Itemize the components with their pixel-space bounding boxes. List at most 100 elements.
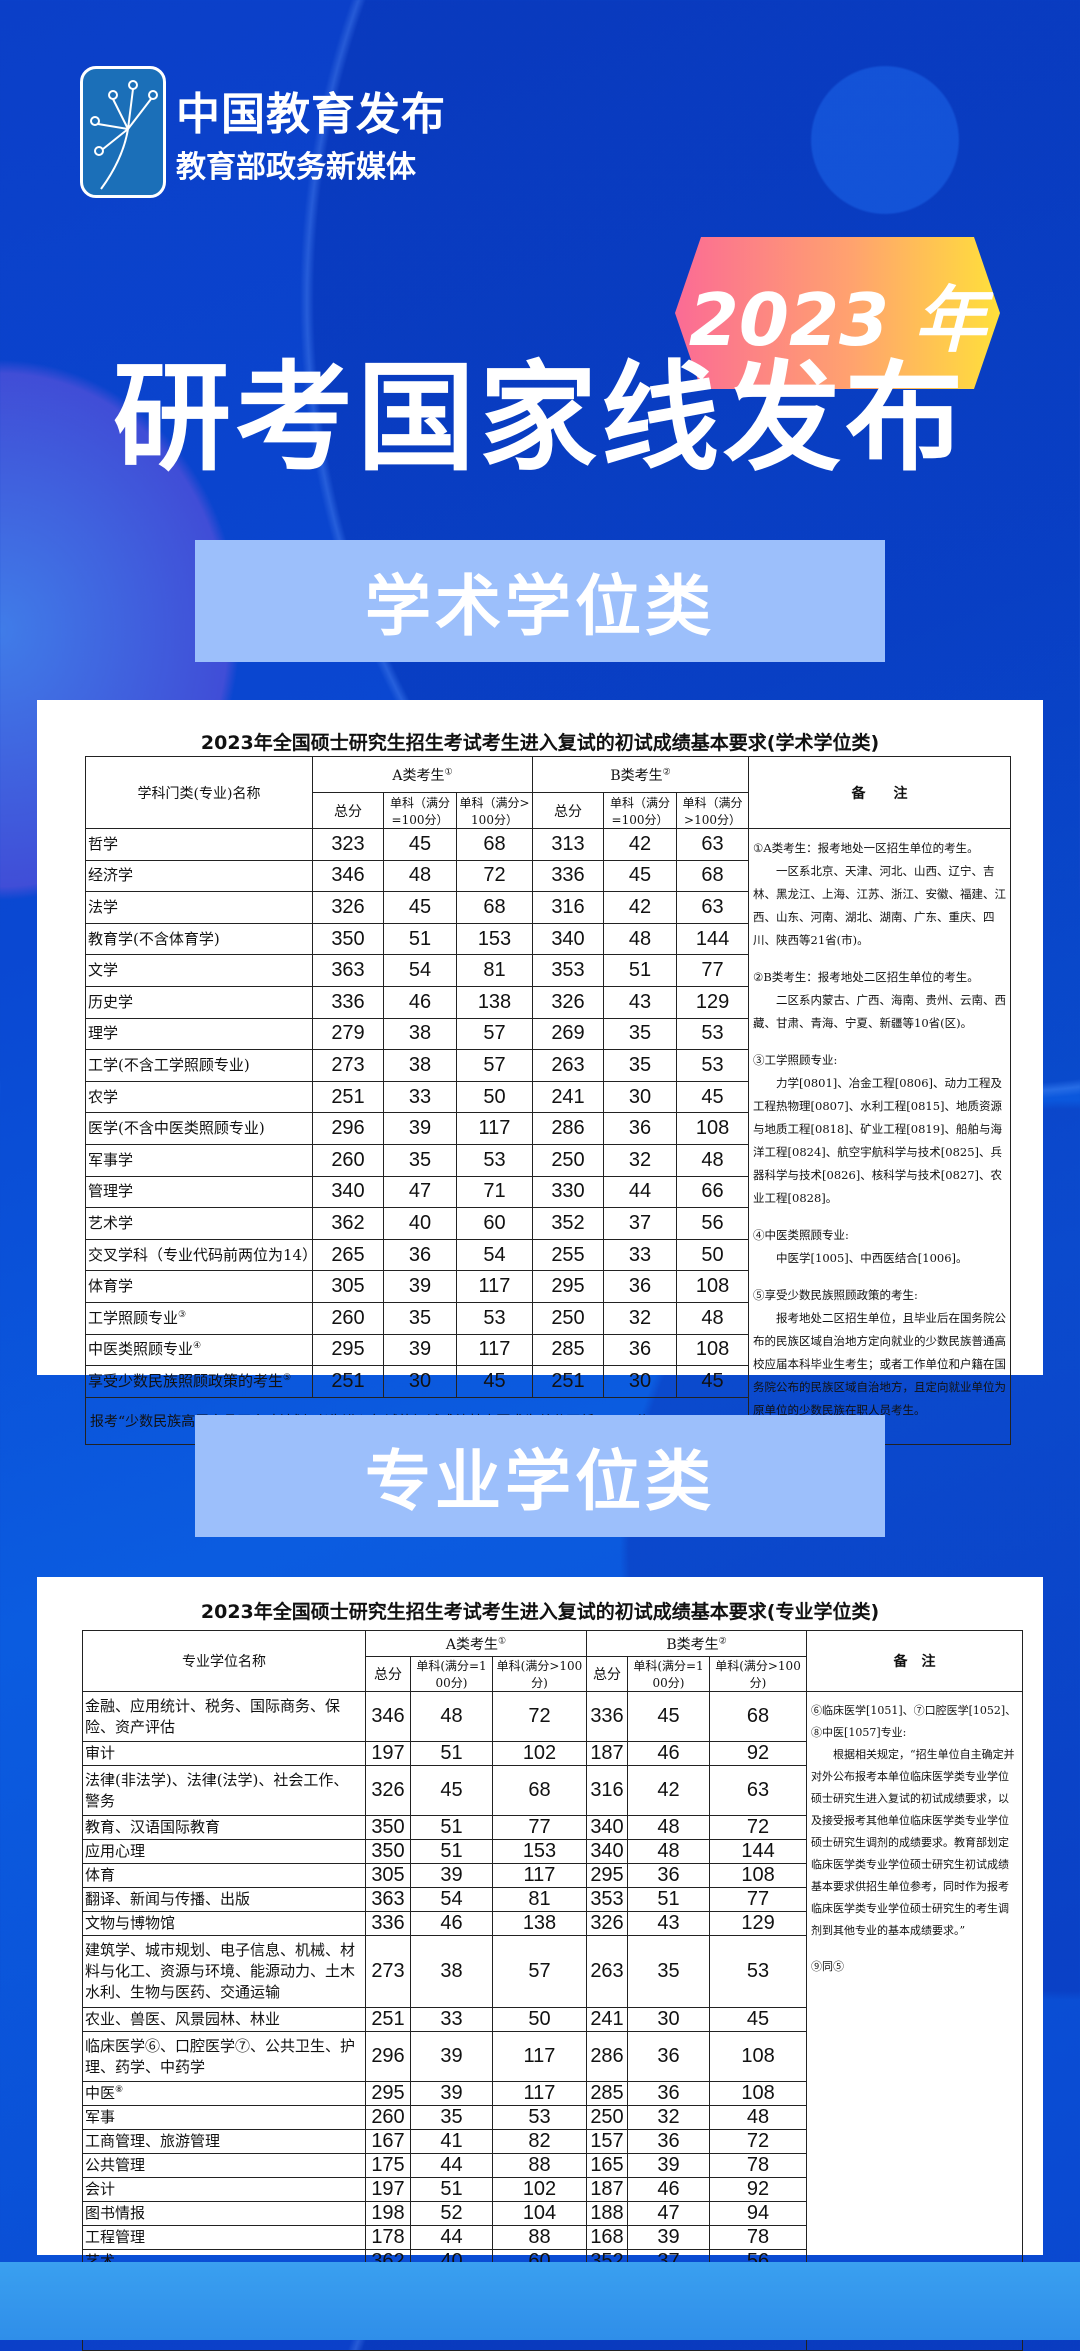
score-cell: 273 [312,1049,384,1082]
score-cell: 66 [675,1175,750,1209]
score-cell: 241 [586,2007,628,2032]
score-cell: 44 [410,2153,493,2178]
score-cell: 263 [586,1935,628,2008]
score-cell: 36 [603,1270,677,1303]
score-cell: 72 [708,2129,808,2154]
score-table: 专业学位名称 A类考生① B类考生② 备 注 总分 单科(满分=100分) 单科(满… [81,1630,1024,2351]
row-name: 法律(非法学)、法律(法学)、社会工作、警务 [85,1770,349,1810]
score-cell: 46 [383,985,457,1019]
table-row: 应用心理 350 51 153 340 48 144 [82,1839,1023,1864]
score-cell: 117 [456,1333,533,1367]
score-cell: 295 [312,1333,384,1367]
header-total: 总分 [532,792,604,829]
score-cell: 63 [708,1765,808,1816]
row-name: 金融、应用统计、税务、国际商务、保险、资产评估 [85,1696,341,1736]
row-name: 临床医学⑥、口腔医学⑦、公共卫生、护理、药学、中药学 [85,2036,356,2076]
score-cell: 260 [365,2105,411,2130]
remark-note: ⑨同⑤ [811,1960,845,1973]
score-cell: 157 [586,2129,628,2154]
score-cell: 187 [586,1741,628,1766]
row-name: 法学 [88,897,119,916]
row-name: 军事 [85,2108,116,2126]
score-cell: 63 [675,828,750,861]
row-name: 公共管理 [85,2156,146,2174]
score-cell: 53 [708,1935,808,2008]
score-cell: 285 [532,1333,604,1367]
score-cell: 39 [383,1270,457,1303]
table-row: 军事学 260 35 53 250 32 48 [85,1143,1011,1177]
score-cell: 340 [312,1175,384,1209]
score-cell: 250 [586,2105,628,2130]
score-cell: 45 [627,1691,710,1742]
score-cell: 30 [627,2007,710,2032]
score-cell: 350 [365,1839,411,1864]
score-cell: 352 [532,1207,604,1240]
score-cell: 36 [627,2031,710,2082]
score-cell: 326 [586,1911,628,1936]
score-cell: 57 [456,1049,533,1082]
table-row: 审计 197 51 102 187 46 92 [82,1741,1023,1766]
row-name: 享受少数民族照顾政策的考生 [88,1371,284,1390]
score-cell: 48 [410,1691,493,1742]
score-cell: 45 [708,2007,808,2032]
score-cell: 250 [532,1143,604,1177]
score-cell: 340 [586,1815,628,1840]
score-cell: 178 [365,2225,411,2250]
score-cell: 78 [708,2225,808,2250]
score-cell: 45 [383,891,457,924]
brand-name: 中国教育发布 [176,89,446,140]
remark-note: ④中医类照顾专业: 中医学[1005]、中西医结合[1006]。 [753,1228,968,1265]
table-row: 文物与博物馆 336 46 138 326 43 129 [82,1911,1023,1936]
score-cell: 260 [312,1143,384,1177]
score-cell: 129 [708,1911,808,1936]
score-cell: 273 [365,1935,411,2008]
score-cell: 117 [492,2081,587,2106]
section-band-professional: 专业学位类 [195,1415,885,1537]
row-name: 理学 [88,1024,119,1043]
dandelion-logo-icon [80,66,166,198]
score-cell: 336 [312,985,384,1019]
score-cell: 153 [492,1839,587,1864]
score-cell: 295 [586,1863,628,1888]
score-cell: 340 [586,1839,628,1864]
table-row: 会计 197 51 102 187 46 92 [82,2177,1023,2202]
score-cell: 117 [492,1863,587,1888]
score-cell: 52 [410,2201,493,2226]
score-cell: 47 [627,2201,710,2226]
score-cell: 336 [532,859,604,893]
table-row: 翻译、新闻与传播、出版 363 54 81 353 51 77 [82,1887,1023,1912]
score-cell: 108 [675,1270,750,1303]
row-name: 翻译、新闻与传播、出版 [85,1890,251,1908]
score-cell: 362 [312,1207,384,1240]
row-name: 工商管理、旅游管理 [85,2132,221,2150]
table-row: 医学(不含中医类照顾专业) 296 39 117 286 36 108 [85,1112,1011,1145]
score-cell: 363 [312,954,384,987]
score-cell: 39 [383,1112,457,1145]
score-cell: 144 [675,922,750,956]
score-cell: 48 [603,922,677,956]
row-name: 哲学 [88,834,119,853]
score-cell: 54 [383,954,457,987]
row-name: 会计 [85,2180,116,2198]
table-row: 艺术学 362 40 60 352 37 56 [85,1207,1011,1240]
score-cell: 46 [627,1741,710,1766]
header-b: B类考生② [531,756,750,793]
row-name: 体育 [85,1866,116,1884]
score-cell: 51 [383,922,457,956]
brand-logo: 中国教育发布 教育部政务新媒体 [80,66,446,198]
header-total: 总分 [365,1656,411,1692]
row-name: 工程管理 [85,2228,146,2246]
score-cell: 36 [627,1863,710,1888]
score-cell: 346 [312,859,384,893]
score-cell: 305 [365,1863,411,1888]
score-cell: 77 [708,1887,808,1912]
score-cell: 39 [383,1333,457,1367]
score-cell: 47 [383,1175,457,1209]
score-cell: 265 [312,1238,384,1272]
score-cell: 53 [456,1301,533,1335]
table-row: 临床医学⑥、口腔医学⑦、公共卫生、护理、药学、中药学 296 39 117 286 36 1… [82,2031,1023,2082]
score-cell: 251 [312,1080,384,1114]
score-cell: 32 [603,1301,677,1335]
score-cell: 197 [365,1741,411,1766]
score-cell: 263 [532,1049,604,1082]
